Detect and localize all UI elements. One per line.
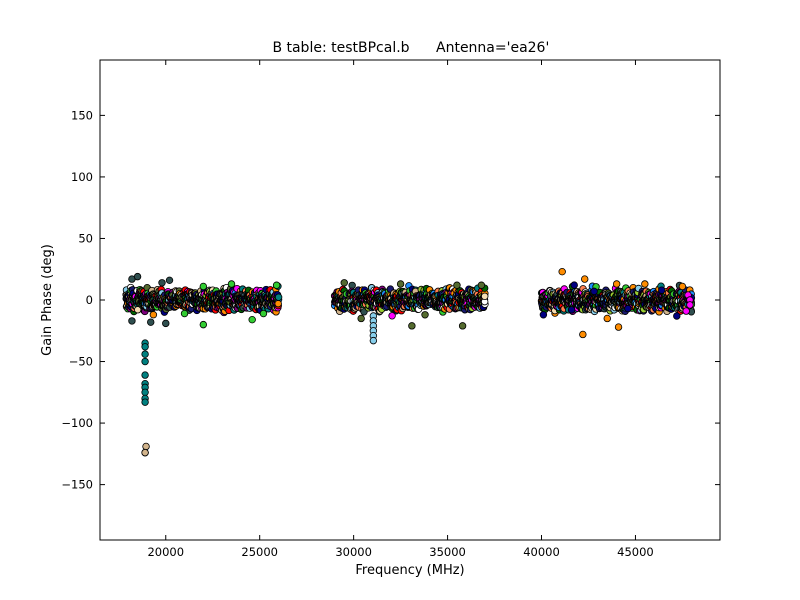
data-point [673,312,681,320]
data-point [641,280,649,288]
data-point [141,357,149,366]
y-tick-label: 0 [86,293,93,307]
data-point [149,311,158,319]
data-point [158,279,166,287]
x-tick-label: 20000 [147,545,184,559]
chart-subtitle: Antenna='ea26' [436,40,549,56]
data-point [147,318,155,326]
data-point [272,281,281,289]
data-point [567,306,576,314]
data-point [165,276,174,285]
data-point [227,280,236,288]
data-point [248,315,256,324]
data-point [408,322,416,330]
y-tick-label: 150 [71,108,93,122]
x-tick-label: 35000 [429,545,466,559]
data-point [357,314,365,323]
data-point [141,448,149,457]
data-point [340,279,348,287]
data-point [141,371,149,379]
data-point [133,272,142,281]
data-point [274,293,283,301]
data-point [682,307,690,315]
x-tick-label: 30000 [335,545,372,559]
data-point [477,281,486,289]
data-point [624,304,632,313]
data-point [199,320,208,329]
data-point [199,282,208,291]
y-tick-label: −50 [69,355,93,369]
data-point [128,317,136,325]
data-point [558,267,566,276]
y-tick-label: −150 [61,478,93,492]
y-tick-label: 50 [78,231,93,245]
data-point [162,319,170,328]
chart-title: B table: testBPcal.b [272,40,409,56]
data-point [180,309,189,318]
data-point [614,323,623,331]
data-point [581,275,589,283]
data-point [274,299,282,308]
data-point [453,281,461,289]
data-point [396,280,405,288]
data-point [259,309,268,318]
data-point [658,286,666,294]
x-tick-label: 25000 [241,545,278,559]
y-tick-label: −100 [61,416,93,430]
data-point [141,388,149,397]
data-point [590,287,598,296]
data-point [142,442,150,451]
data-point [481,292,489,301]
data-point [141,398,149,406]
data-point [678,282,687,291]
data-point [686,301,694,309]
data-point [369,336,378,345]
data-point [612,280,621,288]
data-point [539,311,548,319]
data-point [570,281,578,289]
data-point [458,322,467,330]
data-point [388,312,396,320]
x-axis-label: Frequency (MHz) [355,563,464,578]
y-tick-label: 100 [71,170,93,184]
x-tick-label: 45000 [617,545,654,559]
x-tick-label: 40000 [523,545,560,559]
data-point [579,330,587,339]
data-points [122,267,696,457]
data-point [421,311,429,319]
data-point [141,350,149,358]
data-point [141,343,149,351]
y-axis-label: Gain Phase (deg) [40,244,55,356]
data-point [603,314,611,323]
